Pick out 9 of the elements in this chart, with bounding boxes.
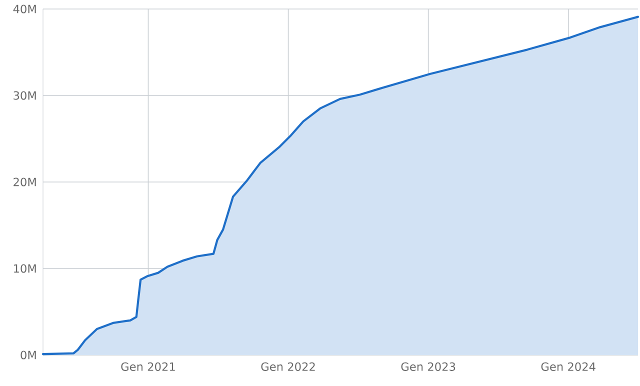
x-tick-label: Gen 2022 (261, 362, 315, 371)
y-tick-label: 10M (14, 264, 36, 273)
x-tick-label: Gen 2024 (541, 362, 596, 371)
y-tick-label: 20M (14, 178, 36, 186)
x-tick-label: Gen 2021 (121, 362, 175, 371)
y-tick-label: 40M (13, 4, 36, 14)
y-tick-label: 30M (14, 91, 36, 100)
x-tick-label: Gen 2023 (401, 362, 456, 371)
y-tick-label: 0M (20, 350, 36, 360)
